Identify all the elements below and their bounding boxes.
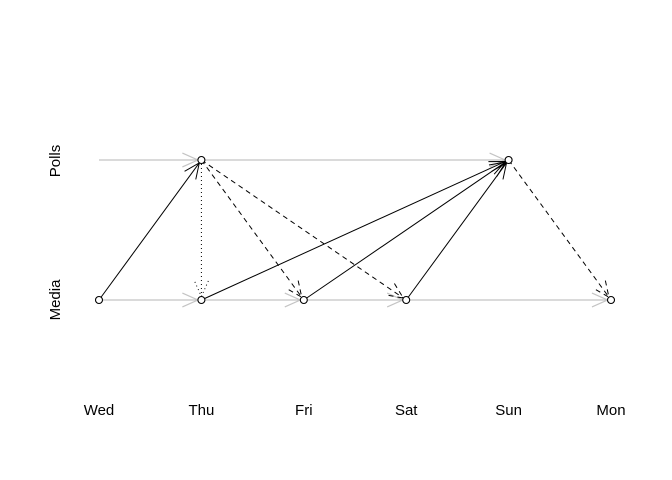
node-bottom-fri [299,295,308,305]
edges-layer [98,152,610,308]
edge-gray-top-wed-to-top-thu [99,152,200,168]
edge-dashed-top-sun-to-bottom-mon [508,159,610,299]
node-bottom-mon [606,295,616,305]
row-label-bottom: Media [47,279,64,321]
edge-solid-bottom-thu-to-top-sun [201,160,507,301]
day-label-thu: Thu [188,402,214,419]
edge-gray-bottom-wed-to-bottom-thu [99,292,200,308]
nodes-layer [94,155,616,305]
node-top-sun [504,155,513,165]
day-axis-labels: Wed Thu Fri Sat Sun Mon [84,402,626,419]
day-label-fri: Fri [295,402,313,419]
edge-gray-bottom-sat-to-bottom-mon [406,292,609,308]
edge-gray-bottom-fri-to-bottom-sat [303,292,405,308]
edge-dotted-top-thu-to-bottom-thu [194,160,209,298]
node-bottom-wed [94,295,104,305]
node-bottom-sat [402,295,411,305]
row-label-top: Polls [47,145,64,178]
edge-dashed-top-thu-to-bottom-sat [201,159,405,299]
edge-gray-top-thu-to-top-sun [201,152,507,168]
edge-solid-bottom-wed-to-top-thu [98,161,201,301]
node-bottom-thu [197,295,206,305]
edge-gray-bottom-thu-to-bottom-fri [201,292,302,308]
day-label-mon: Mon [596,402,625,419]
day-label-sun: Sun [495,402,522,419]
node-top-thu [197,155,206,165]
edge-dashed-top-thu-to-bottom-fri [200,159,303,299]
edge-solid-bottom-fri-to-top-sun [303,161,507,301]
day-label-wed: Wed [84,402,115,419]
day-label-sat: Sat [395,402,418,419]
